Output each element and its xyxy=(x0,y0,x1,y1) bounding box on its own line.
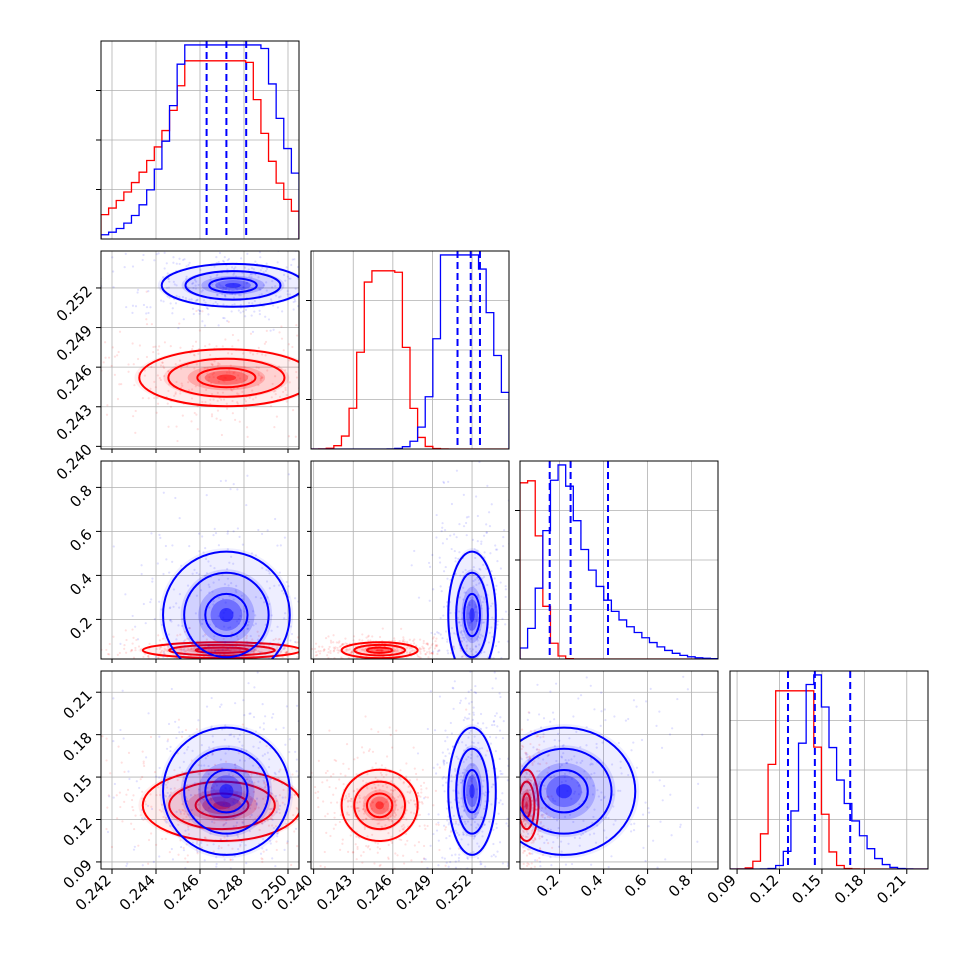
contour-red-0-3-1 xyxy=(168,780,276,831)
density-fill-blue-0-2-4 xyxy=(219,607,234,623)
density-panel-0-1 xyxy=(100,250,300,450)
y-tick-label-1-4: 0.252 xyxy=(53,282,96,325)
y-tick-label-2-2: 0.6 xyxy=(66,526,96,556)
density-fill-red-0-1-4 xyxy=(216,374,237,381)
x-tick-label-1-4: 0.252 xyxy=(432,871,475,914)
x-tick-label-3-1: 0.12 xyxy=(746,871,782,907)
density-frame-1-2 xyxy=(310,460,510,660)
contour-red-0-2-0 xyxy=(141,641,299,659)
x-tick-label-2-1: 0.4 xyxy=(577,871,607,901)
contour-red-0-1-0 xyxy=(138,348,299,408)
contour-red-1-3-0 xyxy=(340,768,419,842)
y-tick-label-1-1: 0.243 xyxy=(53,401,96,444)
x-tick-label-2-2: 0.6 xyxy=(621,871,651,901)
x-tick-label-3-2: 0.15 xyxy=(788,871,824,907)
contour-blue-0-3-0 xyxy=(162,726,291,856)
y-tick-label-3-1: 0.12 xyxy=(59,814,95,850)
contour-blue-1-3-1 xyxy=(455,747,489,835)
x-tick-label-2-0: 0.2 xyxy=(533,871,563,901)
density-fill-blue-0-3-4 xyxy=(219,784,234,799)
density-fill-red-2-3-4 xyxy=(525,801,528,810)
y-tick-label-3-3: 0.18 xyxy=(59,729,95,765)
density-panel-1-3 xyxy=(310,670,510,870)
contour-red-2-3-0 xyxy=(520,768,540,842)
density-fill-red-0-3-4 xyxy=(213,801,231,810)
density-fill-blue-0-2-0 xyxy=(159,548,294,659)
y-tick-label-3-2: 0.15 xyxy=(59,771,95,807)
x-tick-label-3-4: 0.21 xyxy=(873,871,909,907)
hist-blue-0 xyxy=(101,44,299,239)
density-fill-blue-1-2-0 xyxy=(446,548,498,659)
x-tick-label-2-3: 0.8 xyxy=(665,871,695,901)
hist-frame-3 xyxy=(729,670,929,870)
y-tick-label-1-3: 0.249 xyxy=(53,322,96,365)
x-tick-label-0-1: 0.244 xyxy=(116,871,159,914)
hist-panel-3 xyxy=(729,670,929,870)
density-panel-2-3 xyxy=(519,670,719,870)
contour-blue-0-2-0 xyxy=(162,550,291,659)
density-fill-blue-0-1-4 xyxy=(225,282,241,288)
hist-panel-2 xyxy=(515,460,719,660)
density-fill-blue-2-3-0 xyxy=(520,724,640,859)
contour-blue-1-3-0 xyxy=(447,726,497,856)
contour-red-1-2-0 xyxy=(340,641,419,659)
contour-red-1-3-1 xyxy=(353,780,406,831)
y-tick-label-3-4: 0.21 xyxy=(59,686,95,722)
contour-blue-1-3-2 xyxy=(463,769,481,814)
density-panel-0-3 xyxy=(100,670,300,870)
y-tick-label-2-0: 0.2 xyxy=(66,614,96,644)
hist-panel-1 xyxy=(306,250,510,450)
contour-blue-2-3-1 xyxy=(520,747,613,835)
density-fill-blue-1-3-4 xyxy=(469,784,475,799)
x-tick-label-1-3: 0.249 xyxy=(392,871,435,914)
contour-red-0-1-2 xyxy=(196,367,257,389)
x-tick-label-0-3: 0.248 xyxy=(204,871,247,914)
x-tick-label-1-2: 0.246 xyxy=(353,871,396,914)
x-tick-label-3-3: 0.18 xyxy=(831,871,867,907)
density-frame-2-3 xyxy=(519,670,719,870)
density-fill-blue-1-2-4 xyxy=(469,607,475,623)
contour-blue-2-3-2 xyxy=(539,769,589,814)
contour-blue-1-2-1 xyxy=(455,571,489,659)
contour-red-0-1-1 xyxy=(167,357,286,398)
y-tick-label-1-2: 0.246 xyxy=(53,361,96,404)
hist-panel-0 xyxy=(96,40,300,240)
contour-blue-0-2-2 xyxy=(204,592,249,638)
x-tick-label-1-1: 0.243 xyxy=(313,871,356,914)
contour-red-1-2-2 xyxy=(365,646,394,654)
contour-red-0-2-1 xyxy=(168,643,276,657)
density-fill-red-1-3-4 xyxy=(375,801,384,810)
contour-red-1-2-1 xyxy=(353,643,406,657)
contour-red-1-3-2 xyxy=(365,792,394,819)
contour-blue-1-2-0 xyxy=(447,550,497,659)
y-tick-label-1-0: 0.240 xyxy=(53,440,96,483)
hist-frame-1 xyxy=(310,250,510,450)
contour-blue-0-1-1 xyxy=(184,270,282,301)
hist-red-2 xyxy=(520,480,718,659)
contour-blue-2-3-0 xyxy=(520,726,637,856)
x-tick-label-3-0: 0.09 xyxy=(704,871,740,907)
contour-blue-0-3-1 xyxy=(183,747,270,835)
contour-blue-0-2-1 xyxy=(183,571,270,659)
contour-blue-1-2-2 xyxy=(463,592,481,638)
density-frame-1-3 xyxy=(310,670,510,870)
y-tick-label-2-1: 0.4 xyxy=(66,570,96,600)
contour-blue-0-3-2 xyxy=(204,769,249,814)
density-fill-blue-2-3-4 xyxy=(556,784,572,799)
hist-red-3 xyxy=(730,690,928,869)
contour-blue-0-1-2 xyxy=(208,277,258,294)
hist-blue-1 xyxy=(311,254,509,449)
density-fill-red-1-2-4 xyxy=(375,649,384,652)
density-panel-0-2 xyxy=(100,460,300,660)
hist-frame-2 xyxy=(519,460,719,660)
hist-frame-0 xyxy=(100,40,300,240)
contour-blue-0-1-0 xyxy=(160,262,299,308)
y-tick-label-2-3: 0.8 xyxy=(66,482,96,512)
x-tick-label-0-2: 0.246 xyxy=(160,871,203,914)
density-panel-1-2 xyxy=(310,460,510,660)
contour-red-2-3-1 xyxy=(520,780,536,831)
density-fill-red-0-2-4 xyxy=(213,649,231,652)
